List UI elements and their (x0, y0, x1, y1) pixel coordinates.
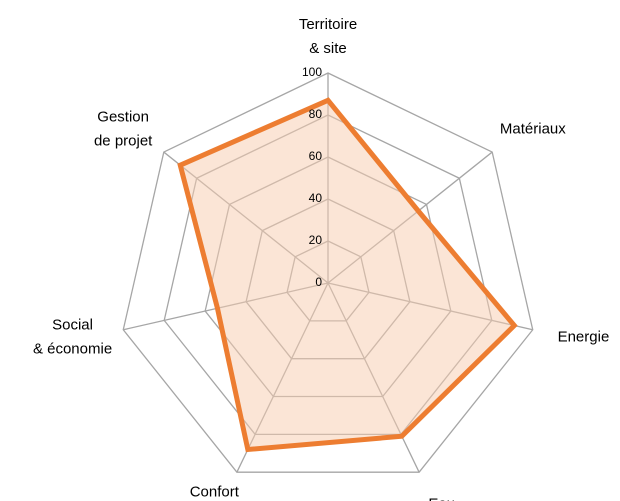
category-label: & site (309, 40, 347, 57)
category-label: Social (52, 317, 93, 334)
tick-label: 40 (309, 191, 323, 205)
category-label: Eau (428, 496, 455, 501)
tick-label: 20 (309, 233, 323, 247)
tick-label: 100 (302, 65, 322, 79)
tick-label: 80 (309, 107, 323, 121)
category-label: & économie (33, 341, 112, 358)
grid-ring (122, 72, 534, 473)
tick-label: 0 (315, 275, 322, 289)
category-label: de projet (94, 133, 153, 150)
series-area (177, 97, 518, 453)
category-label: Confort (190, 484, 240, 501)
tick-label: 60 (309, 149, 323, 163)
category-label: Matériaux (500, 121, 566, 138)
category-label: Territoire (299, 16, 357, 33)
category-label: Energie (558, 329, 610, 346)
category-label: Gestion (97, 109, 149, 126)
